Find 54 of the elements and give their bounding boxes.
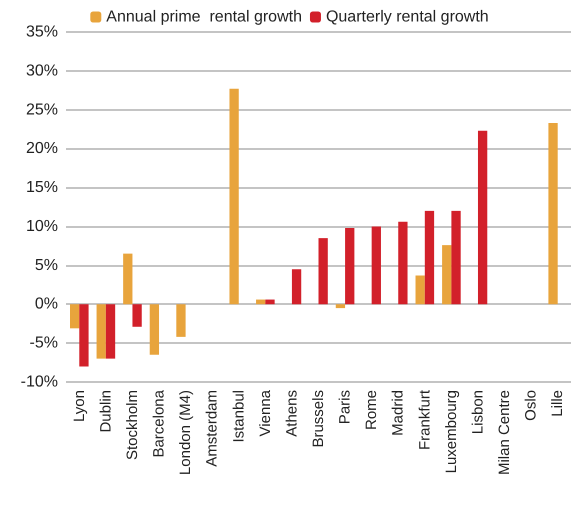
x-tick-label: Lyon bbox=[70, 390, 88, 422]
bar bbox=[229, 88, 239, 304]
y-tick-label: 15% bbox=[26, 179, 58, 196]
bar bbox=[478, 130, 488, 304]
bar bbox=[256, 300, 266, 304]
bar bbox=[106, 304, 116, 359]
x-tick-label: Lille bbox=[549, 390, 566, 417]
bar bbox=[548, 123, 558, 304]
bar bbox=[79, 304, 89, 366]
bar bbox=[318, 238, 328, 304]
x-tick-label: Luxembourg bbox=[442, 390, 460, 474]
x-tick-label: Stockholm bbox=[124, 390, 141, 460]
x-tick-label: Amsterdam bbox=[204, 390, 221, 467]
bar bbox=[372, 226, 381, 304]
x-tick-label: Frankfurt bbox=[416, 389, 434, 450]
x-tick-label: Barcelona bbox=[150, 389, 168, 458]
bar bbox=[292, 269, 302, 304]
legend-label: Annual prime rental growth bbox=[106, 8, 302, 26]
x-tick-label: Athens bbox=[283, 390, 300, 437]
x-tick-label: Paris bbox=[336, 390, 354, 424]
y-tick-label: 20% bbox=[26, 140, 58, 158]
x-tick-label: London (M4) bbox=[177, 390, 194, 476]
x-tick-label: Dublin bbox=[97, 390, 114, 433]
x-tick-label: Brussels bbox=[310, 390, 327, 448]
y-tick-label: -10% bbox=[20, 374, 58, 390]
y-tick-label: 10% bbox=[26, 218, 58, 235]
x-tick-label: Madrid bbox=[390, 390, 407, 436]
bar bbox=[265, 300, 275, 304]
x-tick-label: Oslo bbox=[522, 390, 540, 421]
bar bbox=[416, 275, 425, 304]
bar bbox=[176, 304, 186, 337]
bar bbox=[132, 304, 142, 327]
bar bbox=[398, 222, 408, 304]
x-tick-label: Istanbul bbox=[230, 390, 248, 443]
bar bbox=[451, 210, 461, 304]
x-tick-label: Milan Centre bbox=[496, 390, 514, 476]
bar bbox=[336, 304, 346, 308]
x-tick-label: Rome bbox=[363, 390, 380, 430]
y-tick-label: 5% bbox=[34, 256, 58, 274]
bar bbox=[70, 304, 80, 328]
bar bbox=[150, 304, 160, 355]
bar bbox=[424, 210, 434, 304]
y-tick-label: 35% bbox=[26, 24, 58, 40]
bar bbox=[96, 304, 106, 359]
x-tick-label: Vienna bbox=[256, 389, 274, 436]
bar bbox=[442, 245, 452, 304]
y-tick-label: 30% bbox=[26, 62, 58, 80]
legend-label: Quarterly rental growth bbox=[326, 8, 489, 26]
y-tick-label: -5% bbox=[30, 334, 58, 352]
y-tick-label: 0% bbox=[34, 296, 58, 313]
y-tick-label: 25% bbox=[26, 101, 58, 118]
bar bbox=[345, 228, 354, 304]
bar bbox=[123, 254, 132, 304]
x-tick-label: Lisbon bbox=[469, 390, 486, 434]
